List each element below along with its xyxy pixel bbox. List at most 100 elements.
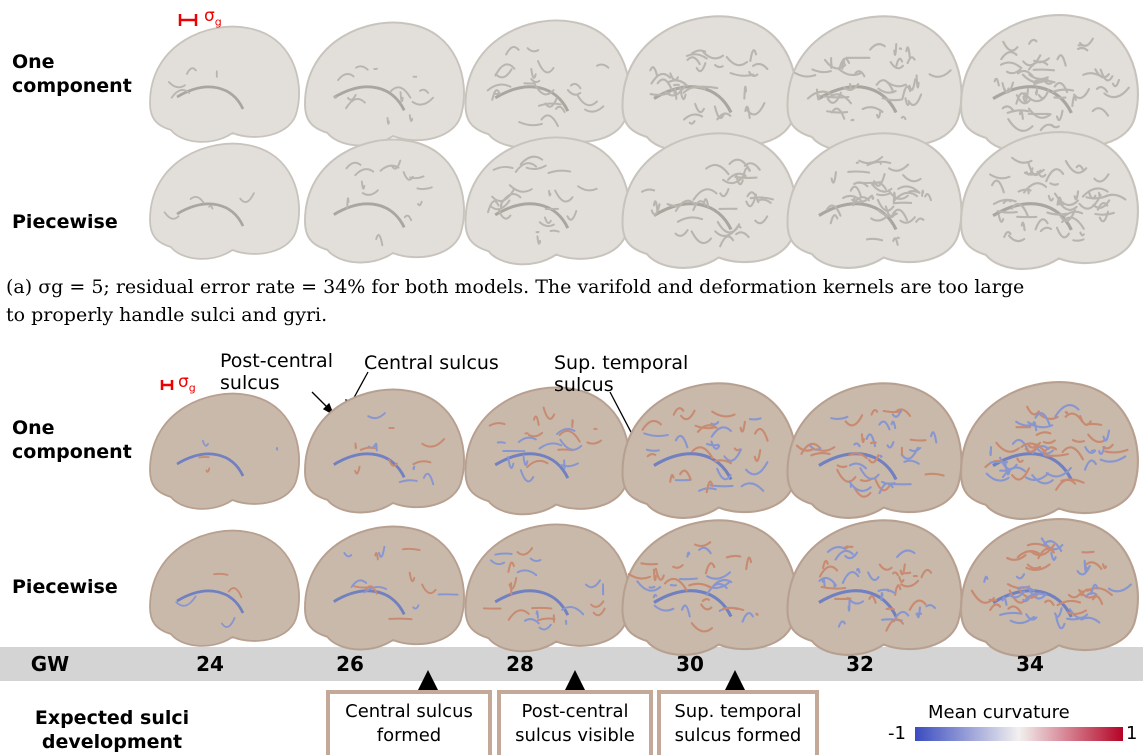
gyrus — [869, 43, 886, 51]
gyrus — [1094, 68, 1110, 79]
gyrus — [507, 456, 515, 469]
gyrus — [993, 77, 1000, 87]
gyrus — [1071, 438, 1086, 443]
gyrus — [877, 588, 896, 594]
gyrus — [375, 234, 384, 247]
gyrus — [880, 592, 884, 601]
gyrus — [877, 87, 897, 94]
gyrus — [1003, 231, 1012, 238]
gyrus — [848, 452, 868, 460]
gyrus — [861, 106, 884, 113]
gyrus — [354, 442, 357, 450]
fissure — [176, 85, 245, 110]
gyrus — [985, 472, 1010, 482]
gyrus — [867, 454, 880, 464]
gyrus — [830, 171, 838, 184]
gyrus — [667, 79, 689, 87]
gyrus — [745, 556, 753, 571]
gyrus — [683, 113, 704, 121]
gyrus — [920, 568, 933, 579]
gyrus — [566, 210, 578, 221]
gyrus — [337, 73, 355, 81]
gyrus — [728, 158, 752, 172]
gyrus — [1081, 187, 1109, 198]
gyrus — [409, 175, 425, 180]
gyrus — [1007, 118, 1034, 132]
gyrus — [488, 422, 506, 427]
event-markers — [416, 670, 747, 694]
brain — [149, 529, 300, 647]
brain-surface — [464, 523, 631, 653]
gyrus — [885, 618, 905, 632]
gyrus — [1086, 422, 1103, 426]
gyrus — [1011, 438, 1029, 452]
gyrus — [1083, 459, 1097, 471]
gw-label: GW — [30, 652, 70, 676]
gyrus — [921, 189, 925, 198]
gyrus — [640, 188, 656, 193]
gyrus — [1049, 182, 1059, 186]
gyrus — [869, 441, 877, 445]
row-label: One component — [12, 417, 132, 463]
gyrus — [1073, 190, 1080, 201]
gyrus — [746, 191, 760, 204]
gyrus — [754, 215, 769, 225]
gyrus — [989, 603, 1002, 612]
gyrus — [849, 185, 863, 199]
gyrus — [1032, 68, 1056, 72]
gyrus — [821, 559, 829, 570]
gyrus — [650, 72, 672, 85]
gyrus — [1026, 542, 1049, 549]
gyrus — [866, 160, 892, 167]
gyrus — [713, 459, 732, 465]
gyrus — [1056, 599, 1082, 607]
gyrus — [549, 229, 560, 233]
gyrus — [1031, 474, 1054, 485]
gyrus — [555, 105, 566, 114]
caption: to properly handle sulci and gyri. — [6, 304, 328, 326]
caption: (a) σg = 5; residual error rate = 34% fo… — [6, 276, 1025, 298]
gyrus — [995, 441, 1020, 453]
gyrus — [842, 194, 863, 203]
gyrus — [516, 569, 538, 577]
gyrus — [688, 120, 696, 125]
gyrus — [885, 607, 895, 611]
gyrus — [841, 571, 860, 584]
gyrus — [896, 549, 916, 559]
gyrus — [853, 442, 861, 448]
brain — [786, 519, 963, 656]
gyrus — [716, 220, 739, 234]
gyrus — [507, 609, 530, 621]
brain — [304, 21, 465, 147]
gyrus — [744, 105, 751, 119]
brain — [959, 14, 1139, 154]
gyrus — [535, 610, 539, 619]
gyrus — [705, 480, 714, 494]
gyrus — [1099, 455, 1127, 463]
gyrus — [669, 473, 675, 483]
gyrus — [554, 189, 574, 203]
gyrus — [1099, 68, 1114, 82]
gyrus — [1053, 192, 1080, 207]
gyrus — [734, 176, 758, 179]
fissure — [176, 202, 245, 227]
fissure — [176, 589, 245, 614]
gyrus — [725, 55, 749, 67]
colorbar-title: Mean curvature — [928, 702, 1070, 723]
gyrus — [678, 577, 699, 581]
annotation: Central sulcus — [364, 352, 499, 374]
gyrus — [849, 82, 853, 90]
gyrus — [818, 565, 839, 578]
gyrus — [584, 105, 605, 113]
gyrus — [1076, 564, 1091, 576]
gyrus — [701, 50, 725, 60]
gyrus — [347, 94, 357, 101]
gyrus — [1111, 78, 1121, 88]
gyrus — [419, 88, 430, 94]
fissure — [992, 85, 1073, 114]
gyrus — [1042, 439, 1056, 445]
gyrus — [888, 163, 910, 172]
gyrus — [837, 620, 846, 628]
gyrus — [492, 165, 514, 171]
gyrus — [902, 571, 912, 575]
